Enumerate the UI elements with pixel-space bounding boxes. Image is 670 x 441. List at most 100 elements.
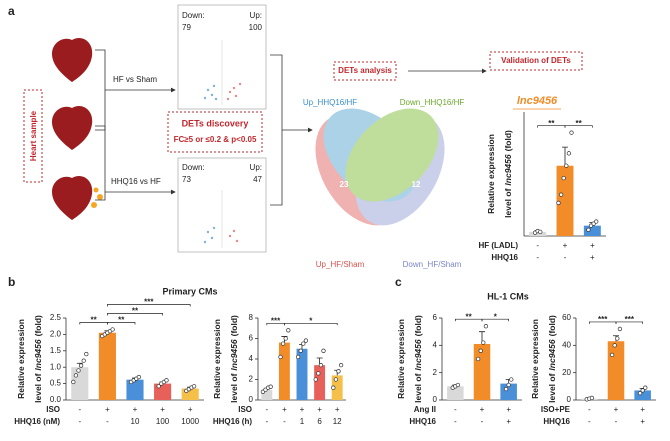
significance-label: ** <box>118 316 125 325</box>
bar <box>98 332 116 400</box>
y-axis-label-part: level of <box>33 373 43 402</box>
venn-set: Up_HHQ16/HF <box>303 98 357 107</box>
chart-title: Primary CMs <box>162 286 217 296</box>
data-point <box>331 385 336 390</box>
data-point <box>303 338 309 343</box>
data-point <box>569 130 574 135</box>
data-point <box>617 326 623 332</box>
significance-bracket <box>107 304 191 307</box>
condition-sign: + <box>317 405 322 414</box>
bar <box>261 389 273 400</box>
y-tick-label: 20 <box>562 368 571 377</box>
condition-name: HHQ16 <box>543 417 570 426</box>
condition-sign: + <box>133 405 138 414</box>
data-point <box>503 386 509 392</box>
validation-box <box>489 51 583 71</box>
y-axis-label: Relative expression <box>530 319 540 399</box>
condition-sign: + <box>506 417 511 426</box>
condition-name: ISO <box>238 405 252 414</box>
y-axis-label-part: level of <box>503 188 513 217</box>
condition-sign: + <box>614 405 619 414</box>
volcano-up: 100 <box>249 23 263 32</box>
condition-name: ISO+PE <box>541 405 571 414</box>
condition-sign: + <box>590 241 595 250</box>
data-point <box>286 328 291 333</box>
y-axis-label-part: (fold) <box>229 315 239 336</box>
condition-sign: - <box>588 405 591 414</box>
bar <box>126 379 144 400</box>
data-point <box>191 384 197 389</box>
condition-sign: + <box>160 405 165 414</box>
y-tick-label: 4 <box>249 354 254 363</box>
y-axis-label: level of lnc9456 (fold) <box>547 315 557 403</box>
heart-sample: Heart sample <box>29 110 38 161</box>
significance-bracket <box>564 125 593 128</box>
significance-bracket <box>107 313 163 316</box>
data-point <box>615 336 620 341</box>
bar <box>331 375 343 400</box>
data-point <box>76 368 81 373</box>
condition-sign: + <box>640 405 645 414</box>
data-point <box>612 343 617 348</box>
significance-bracket <box>615 321 644 324</box>
condition-sign: 100 <box>156 417 170 426</box>
condition-sign: - <box>481 417 484 426</box>
y-tick-label: 2.5 <box>50 313 62 322</box>
bar <box>556 165 574 236</box>
volcano-up-label: Up: <box>250 11 262 20</box>
bar <box>607 341 625 400</box>
condition-sign: - <box>106 417 109 426</box>
condition-name: HHQ16 (nM) <box>14 417 60 426</box>
panel-label: c <box>395 275 402 289</box>
venn-count: 23 <box>340 180 349 189</box>
y-axis-label-line: Relative expression <box>396 319 406 399</box>
data-point <box>71 379 76 385</box>
condition-name: HHQ16 <box>409 417 436 426</box>
error-bar <box>562 146 568 166</box>
volcano-down-label: Down: <box>182 163 205 172</box>
data-point <box>283 336 288 341</box>
y-tick-label: 60 <box>562 313 571 322</box>
panel-label: b <box>8 275 15 289</box>
condition-sign: - <box>283 417 286 426</box>
connector <box>95 49 175 131</box>
data-point <box>561 175 566 181</box>
condition-sign: - <box>78 417 81 426</box>
venn <box>315 108 445 226</box>
data-point <box>333 377 339 382</box>
condition-sign: 6 <box>317 417 322 426</box>
data-point <box>589 395 595 401</box>
condition-sign: 1 <box>300 417 305 426</box>
significance-label: ** <box>132 307 139 316</box>
data-point <box>609 352 615 358</box>
condition-sign: - <box>564 253 567 262</box>
y-axis-label: Relative expression <box>396 319 406 399</box>
connector <box>95 125 175 201</box>
data-point <box>538 229 543 235</box>
condition-sign: - <box>588 417 591 426</box>
data-point <box>280 341 286 346</box>
data-point <box>136 374 142 380</box>
chart-title: HL-1 CMs <box>487 291 529 301</box>
hearts <box>52 37 103 220</box>
volcano-down: 73 <box>182 175 191 184</box>
y-axis-label: level of lnc9456 (fold) <box>229 315 239 403</box>
bar <box>634 390 651 400</box>
venn-count: 12 <box>412 180 421 189</box>
data-point <box>558 192 564 197</box>
data-point <box>336 369 341 374</box>
data-point <box>483 324 489 329</box>
bar <box>181 388 199 400</box>
y-tick-label: 6 <box>433 313 438 322</box>
data-point <box>268 384 273 389</box>
data-point <box>316 371 321 376</box>
bar <box>278 342 290 400</box>
data-point <box>640 388 645 393</box>
y-axis-label-gene: lnc9456 <box>413 339 423 370</box>
data-point <box>164 378 169 383</box>
data-point <box>318 363 324 368</box>
data-point <box>594 219 599 224</box>
condition-sign: 12 <box>333 417 342 426</box>
condition-sign: - <box>265 417 268 426</box>
y-axis-label: Relative expression <box>486 134 496 214</box>
